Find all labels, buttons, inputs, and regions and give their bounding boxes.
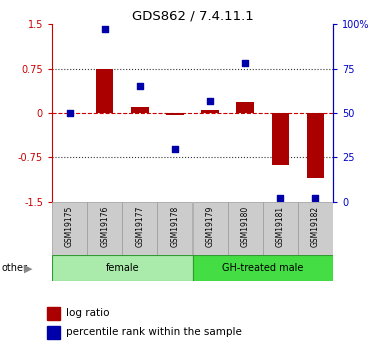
Point — [312, 196, 318, 201]
Bar — [47, 326, 60, 338]
Text: GSM19182: GSM19182 — [311, 206, 320, 247]
Point — [207, 98, 213, 103]
Bar — [192, 255, 333, 281]
Point — [242, 60, 248, 66]
Bar — [228, 202, 263, 255]
Text: GSM19175: GSM19175 — [65, 206, 74, 247]
Title: GDS862 / 7.4.11.1: GDS862 / 7.4.11.1 — [132, 10, 253, 23]
Bar — [131, 107, 149, 113]
Bar — [166, 113, 184, 115]
Bar — [298, 202, 333, 255]
Text: GSM19178: GSM19178 — [171, 206, 179, 247]
Bar — [122, 202, 157, 255]
Point — [172, 146, 178, 151]
Bar — [192, 202, 228, 255]
Text: GSM19180: GSM19180 — [241, 206, 250, 247]
Text: GSM19176: GSM19176 — [100, 206, 109, 247]
Text: percentile rank within the sample: percentile rank within the sample — [66, 327, 242, 337]
Text: ▶: ▶ — [23, 263, 32, 273]
Text: GSM19181: GSM19181 — [276, 206, 285, 247]
Text: other: other — [2, 263, 28, 273]
Bar — [263, 202, 298, 255]
Bar — [87, 202, 122, 255]
Text: GSM19177: GSM19177 — [135, 206, 144, 247]
Bar — [52, 255, 192, 281]
Bar — [271, 113, 289, 165]
Bar — [307, 113, 324, 178]
Bar — [47, 307, 60, 319]
Text: GSM19179: GSM19179 — [206, 206, 214, 247]
Text: female: female — [105, 263, 139, 273]
Bar — [201, 110, 219, 113]
Point — [277, 196, 283, 201]
Point — [137, 83, 143, 89]
Text: GH-treated male: GH-treated male — [222, 263, 303, 273]
Point — [67, 110, 73, 116]
Bar — [157, 202, 192, 255]
Bar — [96, 69, 114, 113]
Point — [102, 27, 108, 32]
Bar — [52, 202, 87, 255]
Bar — [236, 102, 254, 113]
Text: log ratio: log ratio — [66, 308, 109, 318]
